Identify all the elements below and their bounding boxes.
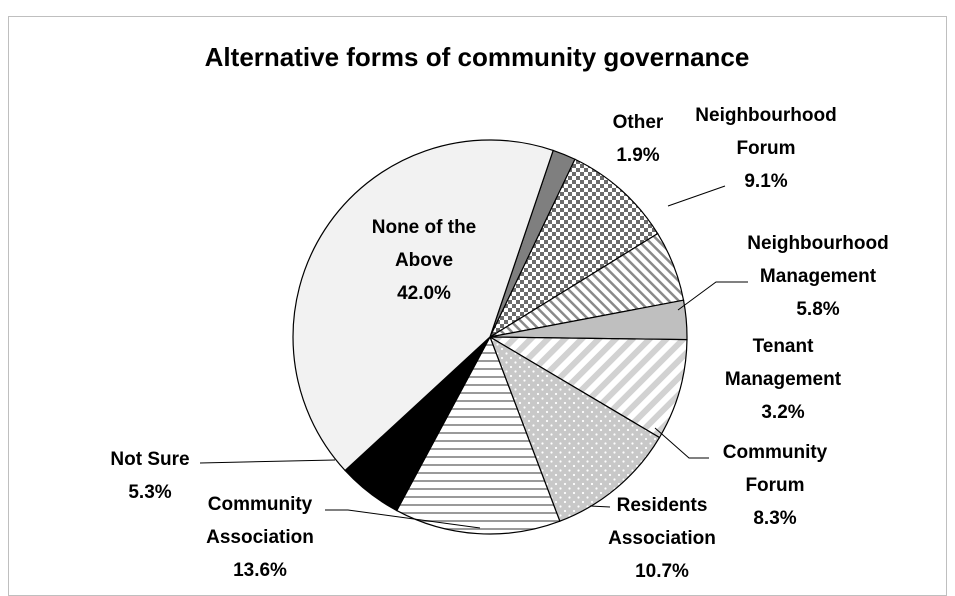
slice-value-label: 3.2% <box>761 402 804 423</box>
slice-value-label: 1.9% <box>616 145 659 166</box>
leader-line <box>667 185 726 207</box>
leader-line <box>589 505 611 508</box>
slice-category-label: Neighbourhood <box>695 105 836 126</box>
slice-category-label: Forum <box>736 138 795 159</box>
slice-category-label: Community <box>723 442 828 463</box>
leader-lines <box>199 185 748 529</box>
pie-slice-community-association <box>395 335 561 535</box>
pie-slices <box>292 139 688 535</box>
slice-category-label: Management <box>760 266 877 287</box>
slice-value-label: 5.8% <box>796 299 839 320</box>
pie-slice-neighbourhood-forum <box>488 158 659 339</box>
slice-category-label: Forum <box>745 475 804 496</box>
slice-category-label: Residents <box>617 495 708 516</box>
slice-value-label: 13.6% <box>233 560 287 581</box>
slice-labels: Other 1.9% Neighbourhood Forum 9.1% Neighbour… <box>110 105 888 582</box>
slice-value-label: 10.7% <box>635 561 689 582</box>
slice-category-label: None of the <box>372 217 477 238</box>
slice-value-label: 42.0% <box>397 283 451 304</box>
slice-category-label: Not Sure <box>110 449 189 470</box>
pie-chart: Alternative forms of community governanc… <box>110 42 888 582</box>
slice-value-label: 8.3% <box>753 508 796 529</box>
chart-title: Alternative forms of community governanc… <box>205 42 750 72</box>
leader-line <box>654 427 709 459</box>
slice-category-label: Association <box>206 527 314 548</box>
pie-slice-none-of-the-above <box>292 139 554 472</box>
slice-category-label: Association <box>608 528 716 549</box>
slice-category-label: Other <box>613 112 664 133</box>
slice-category-label: Tenant <box>753 336 815 357</box>
slice-value-label: 5.3% <box>128 482 171 503</box>
slice-value-label: 9.1% <box>744 171 787 192</box>
pie-slice-residents-association <box>488 335 661 522</box>
slice-category-label: Above <box>395 250 453 271</box>
leader-line <box>199 459 336 464</box>
leader-line <box>325 509 481 529</box>
pie-slice-community-forum <box>487 336 688 439</box>
slice-category-label: Community <box>208 494 313 515</box>
slice-category-label: Neighbourhood <box>747 233 888 254</box>
leader-line <box>677 281 748 311</box>
slice-category-label: Management <box>725 369 842 390</box>
